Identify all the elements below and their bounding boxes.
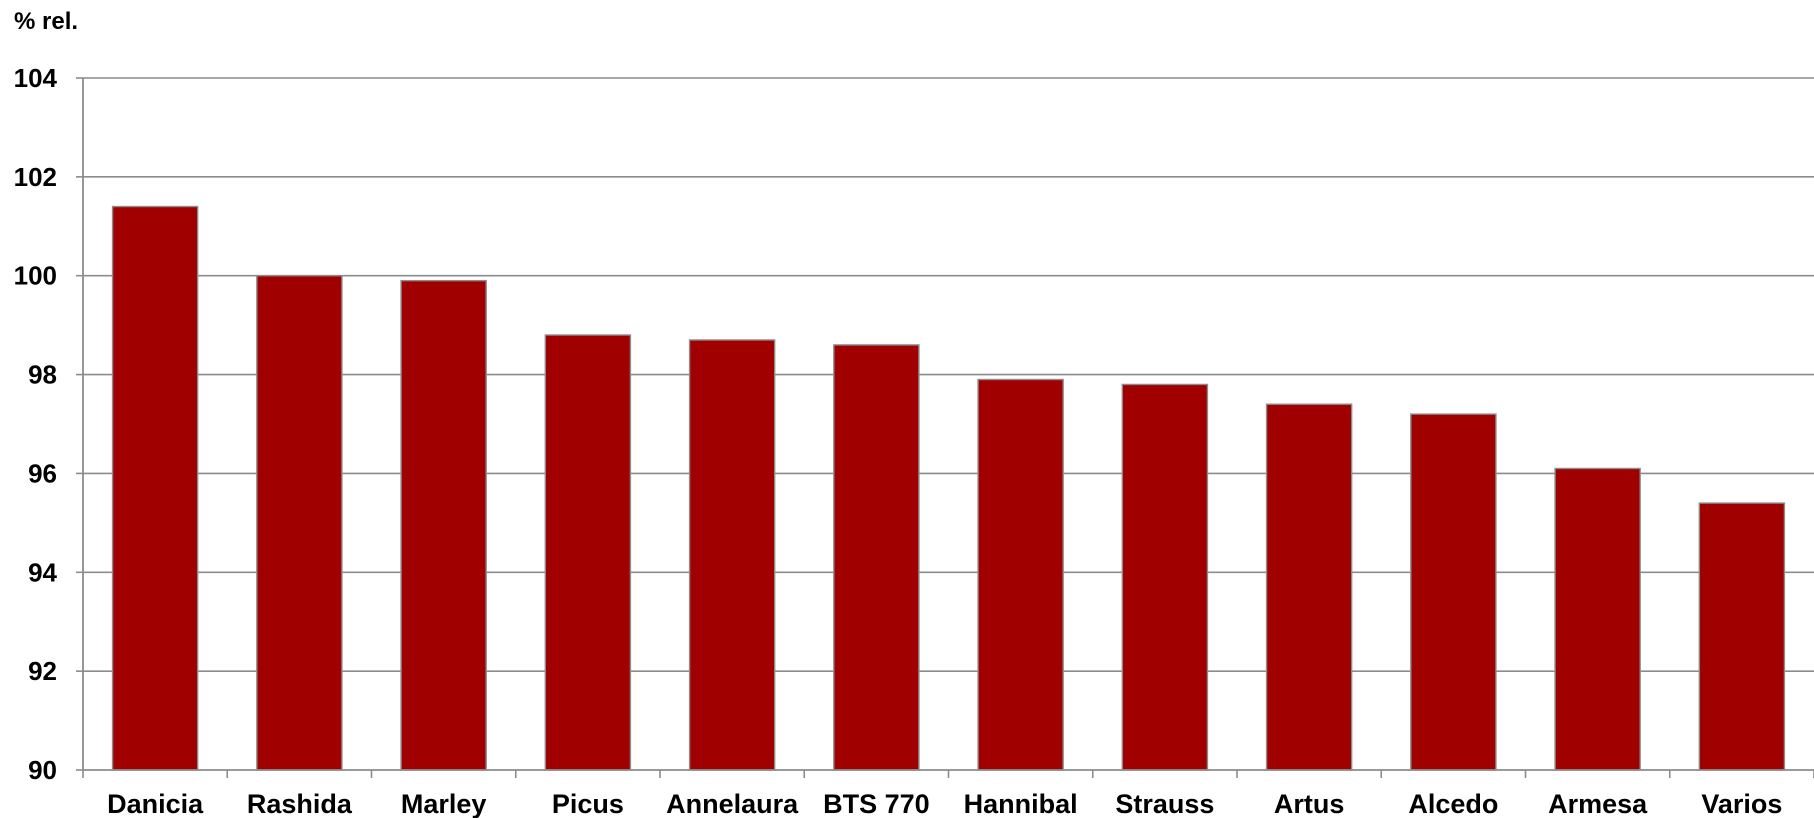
x-tick-label: Picus (552, 789, 624, 818)
y-tick-label: 102 (14, 162, 57, 192)
bar-artus (1265, 403, 1353, 771)
x-tick-labels: Danicia Rashida Marley Picus Annelaura BTS 77… (107, 789, 1782, 818)
y-tick-label: 100 (14, 261, 57, 291)
y-tick-label: 94 (28, 557, 57, 587)
gridlines (83, 77, 1814, 672)
x-tick-label: Varios (1701, 789, 1782, 818)
bar-bts-770 (833, 344, 920, 771)
bar-picus (544, 334, 632, 771)
x-tick-label: Hannibal (964, 789, 1078, 818)
x-tick-label: Danicia (107, 789, 204, 818)
x-tick-label: Armesa (1548, 789, 1648, 818)
y-tick-label: 104 (14, 63, 58, 93)
y-tick-label: 96 (28, 458, 57, 488)
bar-varios (1698, 502, 1786, 771)
x-tick-label: Strauss (1115, 789, 1214, 818)
x-tick-label: Artus (1274, 789, 1345, 818)
y-tick-label: 98 (28, 360, 57, 390)
axes (76, 77, 1814, 778)
bar-strauss (1121, 383, 1209, 771)
y-tick-labels: 90 92 94 96 98 100 102 104 (14, 63, 58, 785)
bars (111, 205, 1786, 771)
x-tick-label: Marley (401, 789, 487, 818)
y-axis-title: % rel. (14, 8, 78, 35)
y-tick-label: 92 (28, 656, 57, 686)
bar-rashida (256, 275, 343, 771)
bar-annelaura (688, 339, 776, 771)
bar-armesa (1554, 467, 1641, 771)
y-tick-label: 90 (28, 755, 57, 785)
x-tick-label: Rashida (247, 789, 353, 818)
x-tick-label: Annelaura (666, 789, 799, 818)
x-tick-label: BTS 770 (823, 789, 930, 818)
bar-danicia (111, 205, 199, 771)
x-tick-label: Alcedo (1408, 789, 1498, 818)
bar-alcedo (1410, 413, 1497, 771)
bar-hannibal (977, 378, 1064, 771)
bar-marley (400, 279, 487, 771)
